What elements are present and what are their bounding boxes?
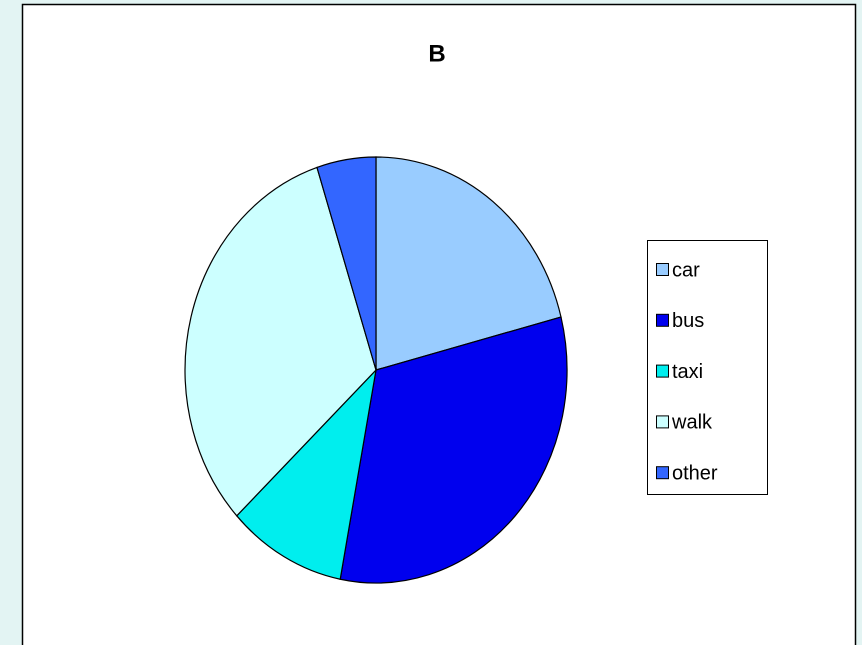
legend-swatch <box>656 466 669 480</box>
legend-label: car <box>672 259 700 281</box>
legend-swatch <box>656 415 669 429</box>
pie-slice <box>184 166 377 517</box>
legend-swatch <box>656 263 669 276</box>
legend-label: bus <box>672 310 704 332</box>
legend-label: walk <box>671 412 713 434</box>
pie-slice <box>316 156 377 371</box>
legend-label: other <box>672 462 718 484</box>
chart-title: B <box>428 40 445 67</box>
legend-swatch <box>656 364 669 378</box>
pie-slice <box>375 156 562 371</box>
legend-swatch <box>656 313 669 327</box>
legend-label: taxi <box>672 361 703 383</box>
pie-slice <box>339 316 568 584</box>
pie-slice <box>235 368 377 580</box>
